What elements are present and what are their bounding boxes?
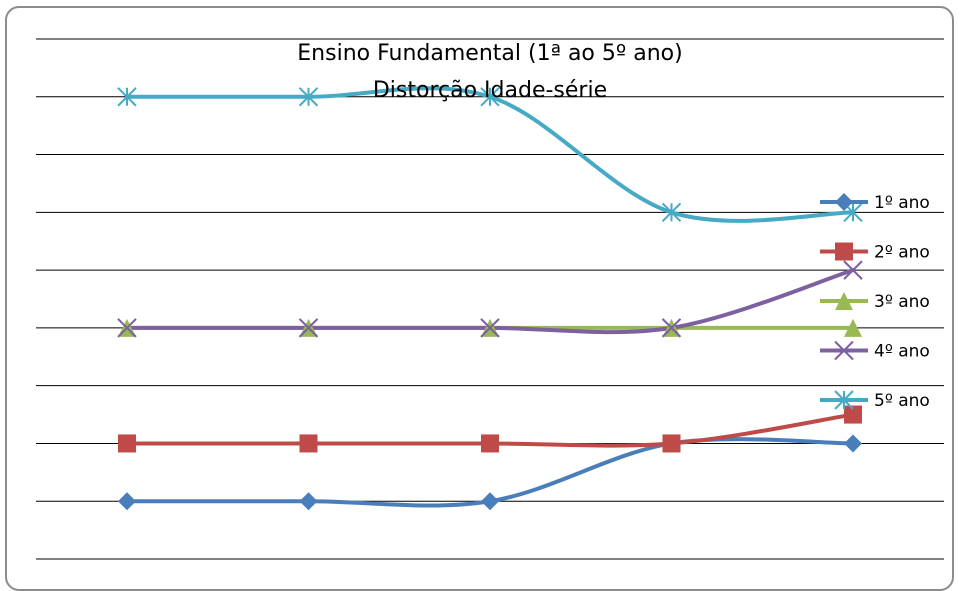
legend-marker [835, 193, 853, 211]
data-point [118, 434, 136, 453]
data-point [844, 318, 862, 337]
data-point [299, 492, 318, 511]
legend-marker [834, 340, 854, 361]
legend: 1º ano 2º ano 3º ano 4º ano 5º ano [820, 193, 930, 411]
data-point [118, 492, 136, 511]
data-point [298, 318, 319, 338]
data-point [662, 434, 681, 453]
legend-label: 3º ano [874, 292, 930, 312]
data-point [844, 434, 862, 453]
legend-label: 1º ano [874, 193, 930, 213]
legend-marker [834, 390, 854, 410]
chart-frame [5, 6, 954, 591]
legend-marker [835, 292, 853, 310]
gridlines [36, 38, 944, 560]
chart-title: Ensino Fundamental (1ª ao 5º ano) [297, 41, 682, 66]
chart-subtitle: Distorção Idade-série [373, 78, 607, 103]
data-point [298, 87, 319, 107]
marker-stroke [117, 318, 137, 338]
legend-marker [835, 242, 853, 261]
data-point [299, 434, 318, 453]
legend-item: 4º ano [820, 340, 930, 362]
legend-item: 5º ano [820, 390, 930, 411]
legend-item: 1º ano [820, 193, 930, 213]
legend-label: 5º ano [874, 391, 930, 411]
data-point [661, 318, 682, 338]
data-point [481, 434, 499, 453]
data-point [480, 87, 500, 107]
data-point [481, 492, 499, 511]
marker-stroke [480, 318, 500, 338]
data-point [843, 260, 863, 280]
marker-stroke [298, 318, 319, 338]
legend-label: 2º ano [874, 243, 930, 263]
data-point [117, 87, 137, 107]
marker-stroke [834, 340, 854, 361]
marker-stroke [843, 260, 863, 280]
legend-item: 3º ano [820, 292, 930, 312]
marker-stroke [661, 318, 682, 338]
data-point [480, 318, 500, 338]
legend-item: 2º ano [820, 242, 930, 263]
series-markers [117, 87, 863, 511]
legend-label: 4º ano [874, 342, 930, 362]
data-point [117, 318, 137, 338]
data-point [661, 202, 682, 223]
data-point [844, 405, 862, 424]
